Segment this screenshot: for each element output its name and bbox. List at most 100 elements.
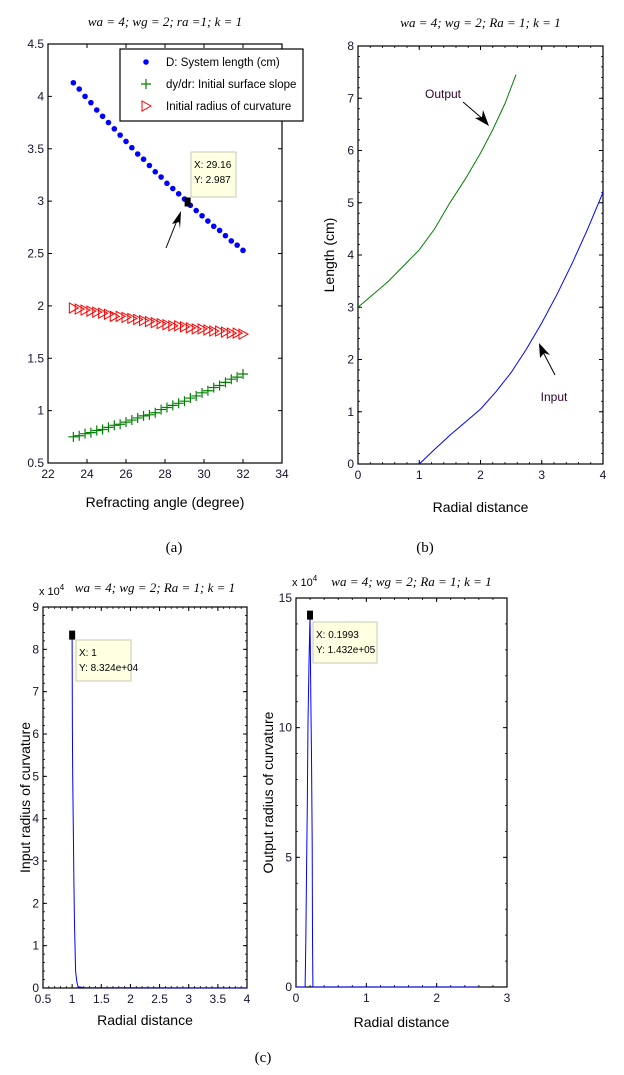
- y-tick-label: 10: [279, 721, 293, 735]
- point-radius-curvature: [191, 323, 203, 335]
- point-system-length: [175, 190, 182, 197]
- point-system-length: [99, 113, 106, 120]
- point-radius-curvature: [180, 320, 191, 333]
- y-tick-label: 2: [347, 353, 354, 367]
- point-surface-slope: [191, 390, 202, 401]
- chart-title: wa = 4; wg = 2; Ra = 1; k = 1: [75, 580, 235, 595]
- x-tick-label: 0.5: [35, 992, 52, 1006]
- legend-triangle-icon: [141, 100, 153, 112]
- datatip: X: 29.16 Y: 2.987: [184, 151, 237, 207]
- x-tick-label: 26: [119, 467, 133, 481]
- y-tick-label: 6: [347, 144, 354, 158]
- y-axis-label: Output radius of curvature: [260, 711, 276, 873]
- multiplier-exponent: 4: [313, 574, 318, 583]
- y-tick-label: 2.5: [27, 247, 44, 261]
- point-surface-slope: [85, 427, 96, 438]
- y-tick-label: 0: [285, 980, 292, 994]
- point-system-length: [205, 218, 211, 224]
- datatip-x: X: 1: [79, 648, 97, 659]
- point-surface-slope: [97, 424, 108, 435]
- y-tick-label: 1.5: [27, 351, 44, 365]
- y-multiplier: x 104: [292, 574, 318, 589]
- point-radius-curvature: [98, 307, 109, 320]
- point-radius-curvature: [80, 304, 92, 316]
- point-system-length: [140, 156, 147, 163]
- point-system-length: [88, 99, 94, 106]
- datatip-marker: [184, 197, 191, 207]
- y-tick-label: 0.5: [27, 456, 44, 470]
- point-surface-slope: [208, 382, 219, 393]
- point-surface-slope: [80, 428, 91, 439]
- point-system-length: [199, 212, 205, 219]
- chart-0: 22 24 26 28 30 32 34 0.5 1 1.5 2 2.5 3 3.5 4 4.5 wa = 4;…: [27, 14, 304, 510]
- series-line-input: [418, 192, 604, 465]
- y-axis-label: Length (cm): [321, 218, 337, 293]
- point-system-length: [240, 247, 246, 254]
- y-tick-label: 2: [32, 896, 39, 910]
- y-tick-label: 4: [37, 89, 44, 103]
- point-radius-curvature: [86, 305, 97, 317]
- y-tick-label: 8: [347, 39, 354, 53]
- point-system-length: [123, 138, 129, 145]
- datatip: X: 0.1993 Y: 1.432e+05: [307, 610, 378, 664]
- point-system-length: [134, 151, 141, 157]
- point-system-length: [76, 86, 82, 92]
- y-tick-label: 0: [32, 981, 39, 995]
- point-radius-curvature: [144, 315, 156, 328]
- y-tick-label: 4: [32, 812, 39, 826]
- annotation-arrow: [165, 217, 179, 249]
- datatip-marker: [307, 610, 314, 620]
- x-tick-label: 3.5: [210, 992, 227, 1006]
- y-tick-label: 9: [32, 600, 39, 614]
- datatip-x: X: 29.16: [194, 160, 232, 171]
- x-tick-label: 32: [236, 467, 250, 481]
- datatip: X: 1 Y: 8.324e+04: [69, 630, 139, 682]
- point-radius-curvature: [168, 319, 179, 332]
- datatip-y: Y: 2.987: [194, 175, 231, 186]
- point-surface-slope: [202, 385, 213, 396]
- y-tick-label: 1: [37, 404, 44, 418]
- y-tick-label: 4: [347, 248, 354, 262]
- figure-label-b: (b): [416, 540, 434, 556]
- y-tick-label: 0: [347, 457, 354, 471]
- y-tick-label: 3: [37, 194, 44, 208]
- y-tick-label: 15: [279, 591, 293, 605]
- legend-plus-icon: [141, 79, 151, 89]
- point-system-length: [70, 79, 77, 86]
- point-surface-slope: [126, 415, 137, 426]
- point-radius-curvature: [197, 323, 209, 335]
- annotation-output: Output: [425, 87, 462, 101]
- point-surface-slope: [103, 422, 114, 433]
- point-system-length: [164, 180, 170, 187]
- x-tick-label: 3: [538, 468, 545, 482]
- x-tick-label: 4: [600, 468, 607, 482]
- x-tick-label: 1: [69, 992, 76, 1006]
- point-surface-slope: [238, 368, 248, 379]
- x-tick-label: 2: [477, 468, 484, 482]
- figure-label-c: (c): [255, 1050, 272, 1066]
- point-surface-slope: [150, 407, 161, 418]
- point-surface-slope: [156, 404, 167, 415]
- point-system-length: [105, 119, 112, 126]
- x-axis-label: Radial distance: [354, 1014, 450, 1030]
- series-line-output: [357, 74, 517, 308]
- point-surface-slope: [74, 430, 85, 441]
- x-tick-label: 3: [504, 991, 511, 1005]
- point-surface-slope: [173, 398, 184, 409]
- arrow-head-icon: [475, 110, 489, 126]
- point-system-length: [129, 144, 135, 151]
- y-tick-label: 8: [32, 642, 39, 656]
- point-radius-curvature: [238, 328, 250, 341]
- y-tick-label: 3: [32, 854, 39, 868]
- point-radius-curvature: [185, 322, 197, 334]
- figure-label-a: (a): [166, 540, 183, 556]
- point-system-length: [234, 242, 240, 248]
- point-surface-slope: [220, 377, 231, 388]
- arrow-head-icon: [539, 343, 550, 358]
- x-axis-label: Refracting angle (degree): [86, 494, 245, 510]
- datatip-marker: [69, 630, 76, 640]
- x-tick-label: 34: [275, 467, 289, 481]
- point-surface-slope: [185, 393, 196, 404]
- datatip-box: [190, 151, 237, 198]
